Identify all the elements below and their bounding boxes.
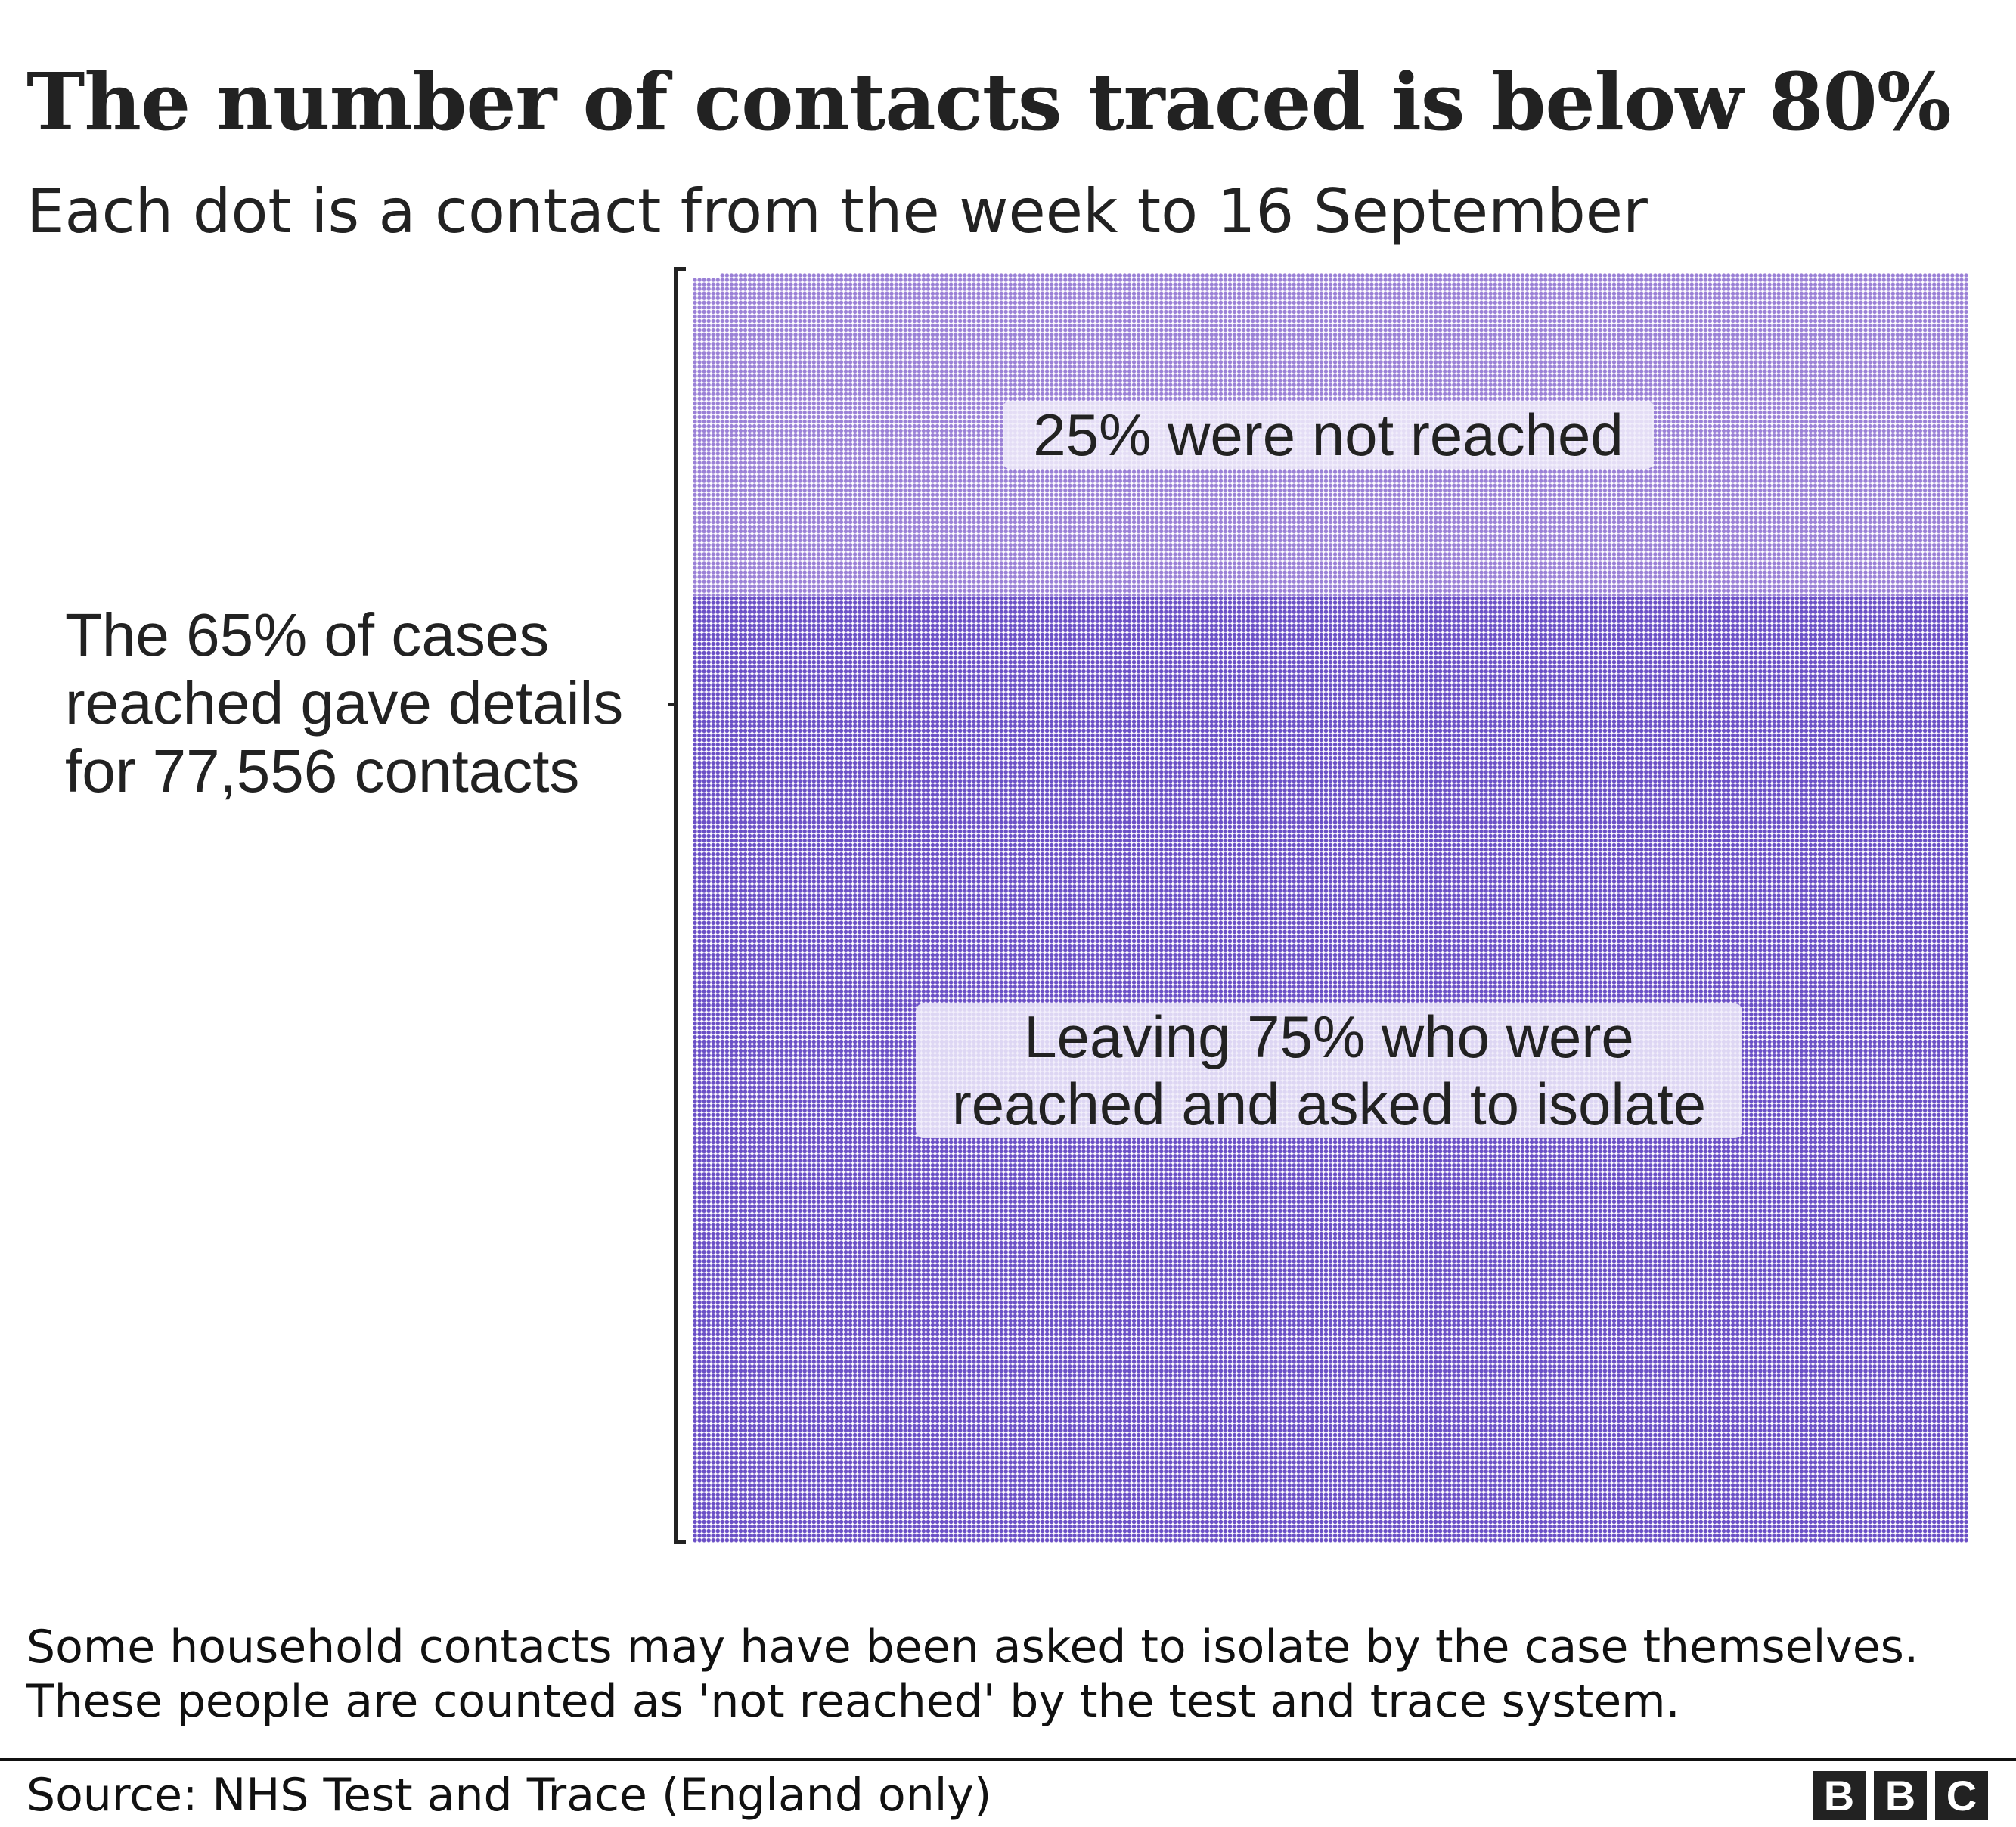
segment-label-not-reached: 25% were not reached bbox=[1003, 401, 1654, 469]
logo-letter-b: B bbox=[1813, 1771, 1866, 1820]
segment-label-line: reached and asked to isolate bbox=[951, 1071, 1707, 1137]
annotation-line: The 65% of cases bbox=[65, 601, 550, 668]
source-text: Source: NHS Test and Trace (England only… bbox=[26, 1769, 992, 1822]
chart-title: The number of contacts traced is below 8… bbox=[26, 55, 1952, 148]
bracket-middle-tick bbox=[668, 703, 675, 706]
logo-letter-c: C bbox=[1935, 1771, 1988, 1820]
segment-label-line: Leaving 75% who were bbox=[1024, 1003, 1634, 1070]
waffle-partial-row-gap bbox=[693, 273, 720, 278]
chart-subtitle: Each dot is a contact from the week to 1… bbox=[26, 176, 1648, 247]
logo-letter-b: B bbox=[1874, 1771, 1927, 1820]
waffle-segment-not-reached bbox=[693, 273, 1968, 596]
annotation-line: reached gave details bbox=[65, 669, 624, 737]
footnote-line: These people are counted as 'not reached… bbox=[26, 1675, 1680, 1728]
footer-divider bbox=[0, 1758, 2016, 1761]
bracket-vertical-line bbox=[674, 267, 678, 1544]
annotation-line: for 77,556 contacts bbox=[65, 737, 580, 805]
bracket-annotation: The 65% of cases reached gave details fo… bbox=[65, 601, 662, 805]
footnote: Some household contacts may have been as… bbox=[26, 1620, 1918, 1729]
bbc-logo: B B C bbox=[1813, 1771, 1988, 1820]
bracket-top-cap bbox=[674, 267, 686, 271]
segment-label-reached: Leaving 75% who were reached and asked t… bbox=[916, 1003, 1742, 1138]
bracket-bottom-cap bbox=[674, 1540, 686, 1544]
footnote-line: Some household contacts may have been as… bbox=[26, 1621, 1919, 1673]
